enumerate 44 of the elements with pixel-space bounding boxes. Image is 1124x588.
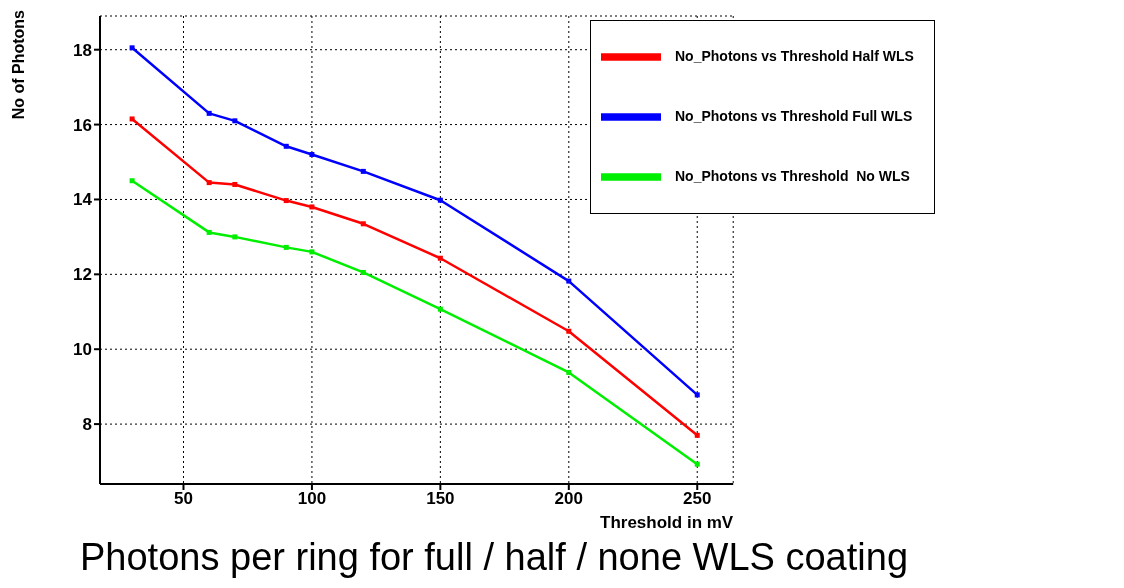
point [360, 269, 366, 275]
point [694, 392, 700, 398]
x-tick-label: 100 [297, 489, 327, 509]
x-tick-label: 200 [554, 489, 583, 509]
point [437, 197, 443, 203]
y-axis-title: No of Photons [9, 10, 28, 120]
y-tick-label: 18 [73, 40, 92, 60]
point [232, 234, 238, 240]
point [309, 152, 315, 158]
text: Photons per ring for full / half / none WLS coating [80, 536, 909, 579]
legend-label: No_Photons vs Threshold No WLS [675, 167, 910, 184]
x-tick-label: 50 [174, 489, 193, 509]
point [437, 306, 443, 312]
point [360, 221, 366, 227]
x-axis-title: Threshold in mV [600, 513, 734, 532]
y-tick-label: 14 [73, 190, 93, 210]
y-tick-label: 8 [82, 415, 92, 435]
point [232, 118, 238, 124]
point [694, 432, 700, 438]
point [129, 45, 135, 51]
x-tick-label: 250 [683, 489, 712, 509]
point [232, 181, 238, 187]
point [206, 229, 212, 235]
point [283, 143, 289, 149]
x-tick-label: 150 [426, 489, 455, 509]
point [206, 180, 212, 186]
y-tick-label: 10 [73, 340, 92, 360]
point [129, 178, 135, 184]
point [309, 204, 315, 210]
point [206, 110, 212, 116]
point [360, 168, 366, 174]
point [129, 116, 135, 122]
point [283, 198, 289, 204]
point [566, 278, 572, 284]
legend-label: No_Photons vs Threshold Half WLS [675, 47, 914, 64]
point [437, 255, 443, 261]
legend-label: No_Photons vs Threshold Full WLS [675, 107, 913, 124]
point [309, 249, 315, 255]
point [694, 461, 700, 467]
y-tick-label: 12 [73, 265, 92, 285]
point [566, 328, 572, 334]
point [283, 244, 289, 250]
point [566, 369, 572, 375]
y-tick-label: 16 [73, 115, 92, 135]
